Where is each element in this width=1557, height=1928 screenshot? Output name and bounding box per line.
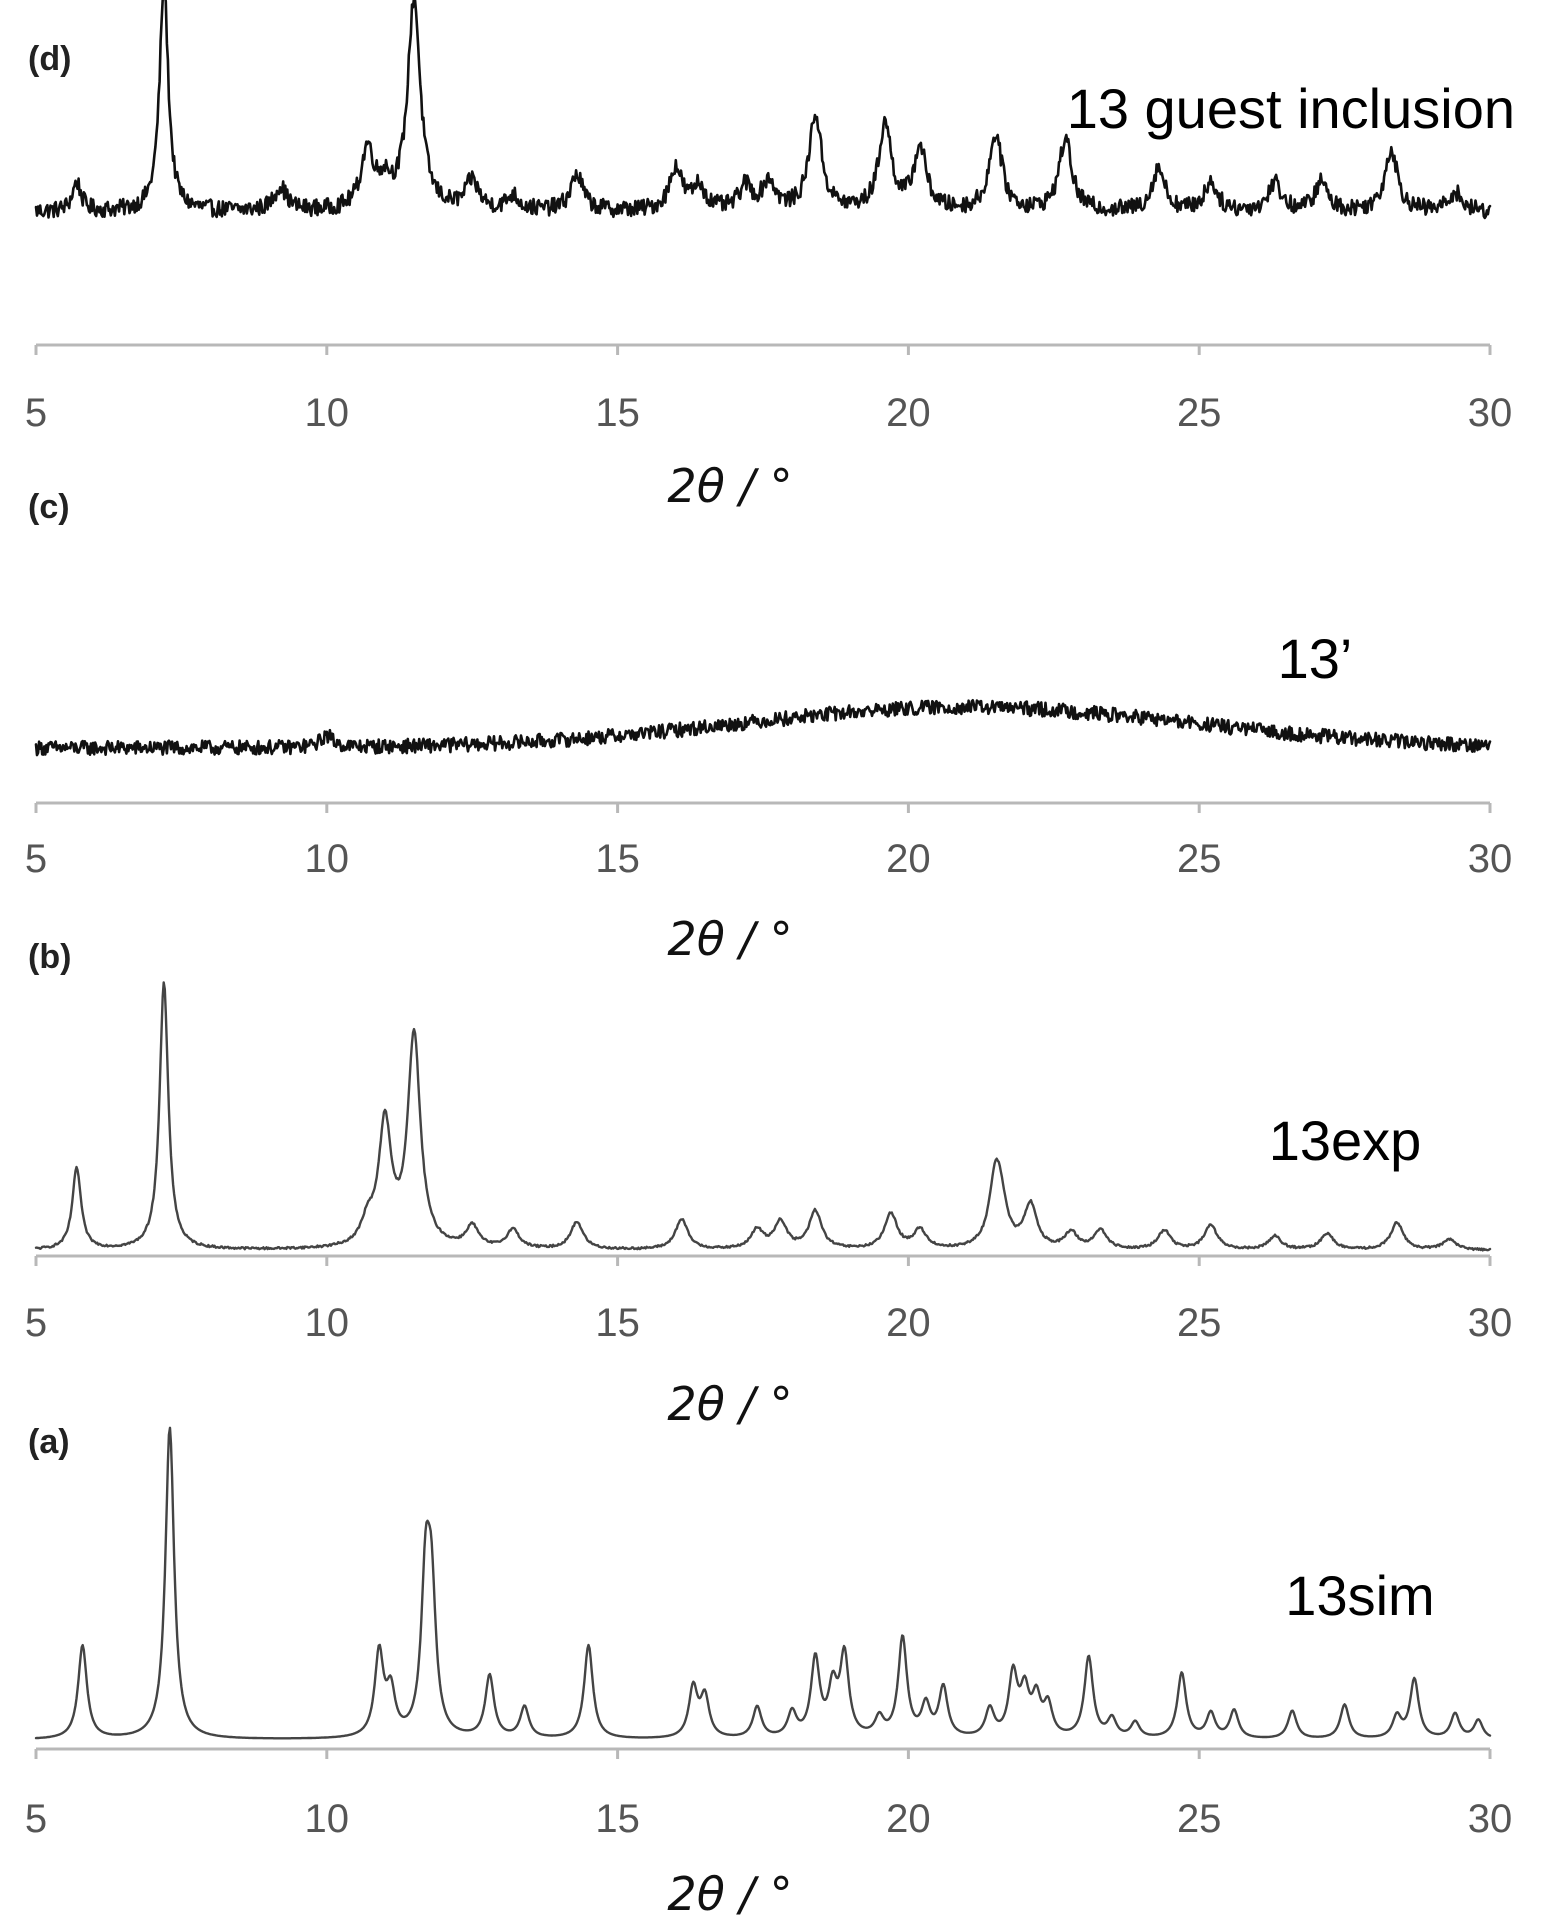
x-tick-label: 5 — [25, 391, 47, 435]
x-tick-label: 10 — [305, 391, 350, 435]
x-axis-ticks-a: 5 10 15 20 25 30 — [25, 1749, 1512, 1841]
x-tick-label: 25 — [1177, 1301, 1222, 1345]
x-tick-label: 15 — [595, 1797, 640, 1841]
x-tick-label: 25 — [1177, 1797, 1222, 1841]
x-axis-title-d: 2θ / ° — [667, 459, 792, 513]
x-axis-title-a: 2θ / ° — [667, 1867, 792, 1921]
x-tick-label: 10 — [305, 1797, 350, 1841]
x-tick-label: 15 — [595, 391, 640, 435]
x-tick-label: 20 — [886, 1301, 931, 1345]
x-axis-ticks-c: 5 10 15 20 25 30 — [25, 803, 1512, 881]
x-tick-label: 30 — [1468, 1301, 1513, 1345]
x-tick-label: 20 — [886, 837, 931, 881]
x-axis-ticks-b: 5 10 15 20 25 30 — [25, 1256, 1512, 1345]
series-label-guest-inclusion: 13 guest inclusion — [1067, 77, 1515, 140]
pxrd-trace-13-prime — [34, 699, 1492, 757]
panel-letter-c: (c) — [28, 488, 70, 526]
x-tick-label: 30 — [1468, 1797, 1513, 1841]
series-label-13sim: 13sim — [1285, 1564, 1434, 1627]
panel-a: (a) 13sim 5 10 15 20 25 30 2θ / ° — [25, 1423, 1512, 1921]
x-tick-label: 15 — [595, 1301, 640, 1345]
panel-d: (d) 13 guest inclusion 5 10 15 20 25 30 2θ / … — [25, 0, 1515, 513]
x-tick-label: 15 — [595, 837, 640, 881]
x-tick-label: 30 — [1468, 837, 1513, 881]
x-axis-title-b: 2θ / ° — [667, 1377, 792, 1431]
series-label-13-prime: 13’ — [1278, 627, 1353, 690]
x-tick-label: 5 — [25, 1301, 47, 1345]
panel-letter-b: (b) — [28, 938, 71, 976]
pxrd-trace-13sim — [34, 1426, 1492, 1740]
x-tick-label: 25 — [1177, 837, 1222, 881]
pxrd-trace-guest-inclusion — [34, 0, 1492, 220]
x-tick-label: 5 — [25, 837, 47, 881]
panel-letter-d: (d) — [28, 40, 71, 78]
panel-c: (c) 13’ 5 10 15 20 25 30 2θ / ° — [25, 488, 1512, 966]
x-tick-label: 10 — [305, 837, 350, 881]
x-tick-label: 25 — [1177, 391, 1222, 435]
x-tick-label: 5 — [25, 1797, 47, 1841]
panel-b: (b) 13exp 5 10 15 20 25 30 2θ / ° — [25, 938, 1512, 1431]
x-tick-label: 20 — [886, 1797, 931, 1841]
pxrd-trace-13exp — [34, 981, 1492, 1252]
series-label-13exp: 13exp — [1269, 1109, 1422, 1172]
panel-letter-a: (a) — [28, 1423, 70, 1461]
x-tick-label: 10 — [305, 1301, 350, 1345]
x-tick-label: 20 — [886, 391, 931, 435]
x-tick-label: 30 — [1468, 391, 1513, 435]
x-axis-ticks-d: 5 10 15 20 25 30 — [25, 345, 1512, 435]
x-axis-title-c: 2θ / ° — [667, 912, 792, 966]
